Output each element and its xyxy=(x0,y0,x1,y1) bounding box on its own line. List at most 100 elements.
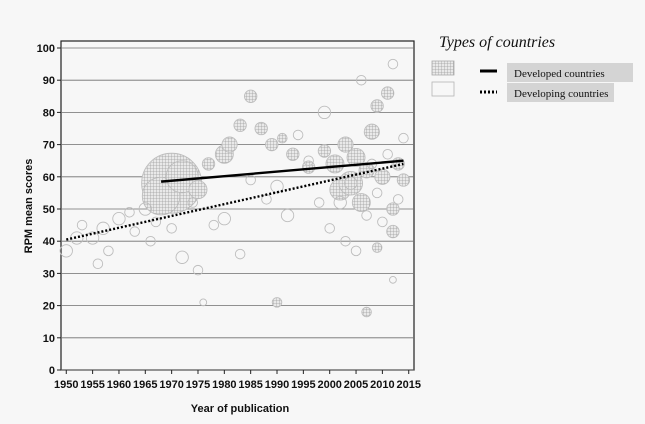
developing-point xyxy=(166,223,177,234)
x-tick-label: 1965 xyxy=(133,379,157,391)
developing-point xyxy=(350,245,362,257)
legend-marker-developed xyxy=(431,60,455,76)
developed-point xyxy=(221,136,238,153)
y-tick-label: 60 xyxy=(43,172,55,184)
x-tick-label: 1990 xyxy=(265,379,289,391)
x-tick-label: 1985 xyxy=(238,379,262,391)
developing-fit-line xyxy=(66,162,404,241)
developing-point xyxy=(96,221,110,235)
x-axis-ticks: 1950 1955 1960 1965 1970 1975 1980 1985 1990 1995… xyxy=(54,370,421,391)
developed-point xyxy=(381,86,395,100)
developing-point xyxy=(377,216,388,228)
y-axis-ticks: 0 10 20 30 40 50 60 70 80 90 100 xyxy=(37,43,61,377)
developing-point xyxy=(187,197,198,208)
developing-point xyxy=(138,202,152,216)
fit-lines xyxy=(66,159,404,241)
developing-point xyxy=(150,216,162,228)
developing-point xyxy=(361,210,372,221)
developing-point xyxy=(270,179,284,194)
x-tick-label: 1980 xyxy=(212,379,236,391)
x-tick-label: 2000 xyxy=(317,379,341,391)
developed-point xyxy=(244,89,258,103)
developing-point xyxy=(344,176,358,190)
developed-point xyxy=(233,118,247,132)
developing-point xyxy=(398,132,409,144)
x-tick-label: 1955 xyxy=(80,379,104,391)
developing-point xyxy=(175,250,189,264)
developed-fit-line xyxy=(161,159,404,183)
developed-point xyxy=(337,136,354,153)
y-tick-label: 80 xyxy=(43,107,55,119)
developing-point xyxy=(340,235,351,247)
y-tick-label: 30 xyxy=(43,268,55,280)
legend-title: Types of countries xyxy=(439,34,555,51)
data-points xyxy=(59,58,411,318)
developed-point xyxy=(370,99,384,113)
developed-point xyxy=(371,242,383,253)
y-tick-label: 100 xyxy=(37,43,55,55)
legend-label-bg-developed xyxy=(507,63,633,82)
developing-point xyxy=(192,264,204,276)
developing-point xyxy=(245,174,256,186)
developed-point xyxy=(374,168,391,185)
developing-point xyxy=(103,245,114,257)
developed-point xyxy=(338,170,364,196)
developing-point xyxy=(371,187,383,199)
y-tick-label: 20 xyxy=(43,301,55,313)
developing-point xyxy=(333,195,347,210)
developing-point xyxy=(199,298,208,307)
developing-point xyxy=(85,231,100,245)
developed-point xyxy=(201,157,216,171)
developed-point xyxy=(277,132,288,144)
developed-point xyxy=(254,121,268,136)
y-tick-label: 90 xyxy=(43,75,55,87)
developing-point xyxy=(208,219,220,231)
developed-point xyxy=(363,123,380,140)
developing-point xyxy=(303,155,314,166)
developed-point xyxy=(386,224,400,239)
legend-marker-developing xyxy=(431,81,455,97)
y-tick-label: 40 xyxy=(43,236,55,248)
x-tick-label: 2015 xyxy=(396,379,420,391)
developing-point xyxy=(389,275,397,284)
developing-point xyxy=(124,206,135,218)
x-tick-label: 1995 xyxy=(291,379,315,391)
developed-point xyxy=(351,193,371,213)
y-tick-label: 10 xyxy=(43,333,55,345)
developing-point xyxy=(356,74,367,86)
developing-point xyxy=(292,129,304,141)
x-tick-label: 2010 xyxy=(370,379,394,391)
developed-point xyxy=(396,173,411,187)
developed-point xyxy=(361,306,372,318)
developing-point xyxy=(382,149,393,160)
developed-point xyxy=(188,180,208,200)
x-axis-title: Year of publication xyxy=(191,403,290,415)
developed-point xyxy=(325,154,345,174)
developed-point xyxy=(265,137,279,152)
developing-point xyxy=(76,219,88,231)
y-tick-label: 50 xyxy=(43,204,55,216)
developing-point xyxy=(59,244,73,258)
developing-point xyxy=(313,197,325,208)
x-tick-label: 1960 xyxy=(107,379,131,391)
developing-point xyxy=(92,258,104,269)
developed-point xyxy=(271,297,283,308)
developing-point xyxy=(129,226,141,237)
x-tick-label: 2005 xyxy=(344,379,368,391)
developing-point xyxy=(317,105,332,120)
developing-point xyxy=(324,223,335,234)
developing-point xyxy=(392,194,404,205)
developed-point xyxy=(286,147,300,161)
legend-label-developed: Developed countries xyxy=(514,68,605,80)
developed-point xyxy=(346,148,366,167)
y-tick-label: 0 xyxy=(49,365,55,377)
legend: Types of countries Developed countries D… xyxy=(431,34,633,102)
legend-label-bg-developing xyxy=(507,83,614,102)
x-tick-label: 1950 xyxy=(54,379,78,391)
developing-point xyxy=(217,212,231,226)
x-tick-label: 1975 xyxy=(186,379,210,391)
developing-point xyxy=(145,235,156,247)
y-tick-label: 70 xyxy=(43,140,55,152)
x-tick-label: 1970 xyxy=(159,379,183,391)
